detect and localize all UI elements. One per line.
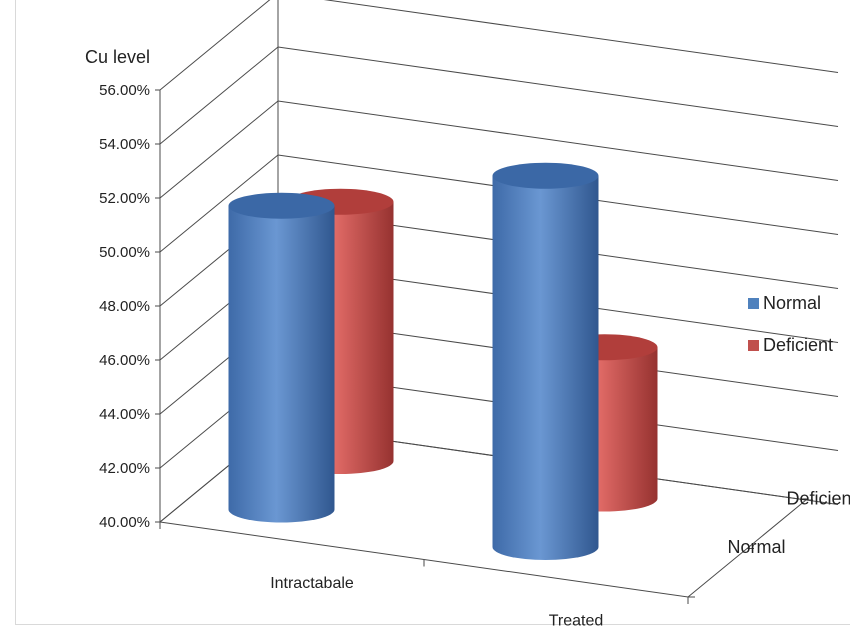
depth-axis-label: Normal xyxy=(728,537,786,557)
y-tick-label: 42.00% xyxy=(99,460,150,477)
side-wall-gridline xyxy=(159,154,279,253)
bars xyxy=(228,162,658,560)
legend-label: Normal xyxy=(763,293,821,313)
back-wall-gridline xyxy=(277,46,839,128)
cylinder-body xyxy=(228,205,335,523)
legend-swatch xyxy=(748,298,759,309)
chart-frame xyxy=(15,0,850,625)
y-tick-label: 56.00% xyxy=(99,82,150,99)
y-tick-label: 46.00% xyxy=(99,352,150,369)
back-wall-gridline xyxy=(277,100,839,182)
y-tick-label: 54.00% xyxy=(99,136,150,153)
cylinder-bar-normal-intractabale xyxy=(228,192,335,523)
legend-label: Deficient xyxy=(763,335,833,355)
x-category-label: Intractabale xyxy=(270,575,354,592)
side-wall-gridline xyxy=(159,0,271,91)
y-tick-label: 52.00% xyxy=(99,190,150,207)
y-axis-tick-labels: 40.00% 42.00% 44.00% 46.00% 48.00% 50.00% 52.0… xyxy=(99,82,150,531)
side-wall-gridline xyxy=(159,100,279,199)
y-tick-label: 48.00% xyxy=(99,298,150,315)
depth-axis-label: Deficient xyxy=(787,488,850,508)
y-tick-label: 50.00% xyxy=(99,244,150,261)
chart-title: Cu level xyxy=(85,47,150,67)
cylinder-body xyxy=(492,175,599,560)
y-tick-label: 44.00% xyxy=(99,406,150,423)
depth-axis-labels: Normal Deficient xyxy=(728,488,850,557)
cylinder-bar-normal-treated xyxy=(492,162,599,560)
x-category-label: Treated xyxy=(549,612,604,629)
x-axis-category-labels: Intractabale Treated xyxy=(270,575,603,630)
back-wall-gridline xyxy=(323,0,839,74)
cylinder-top xyxy=(228,192,335,219)
legend-swatch xyxy=(748,340,759,351)
cylinder-top xyxy=(492,162,599,189)
legend: Normal Deficient xyxy=(748,293,833,355)
side-wall-gridline xyxy=(159,46,279,145)
y-tick-label: 40.00% xyxy=(99,514,150,531)
